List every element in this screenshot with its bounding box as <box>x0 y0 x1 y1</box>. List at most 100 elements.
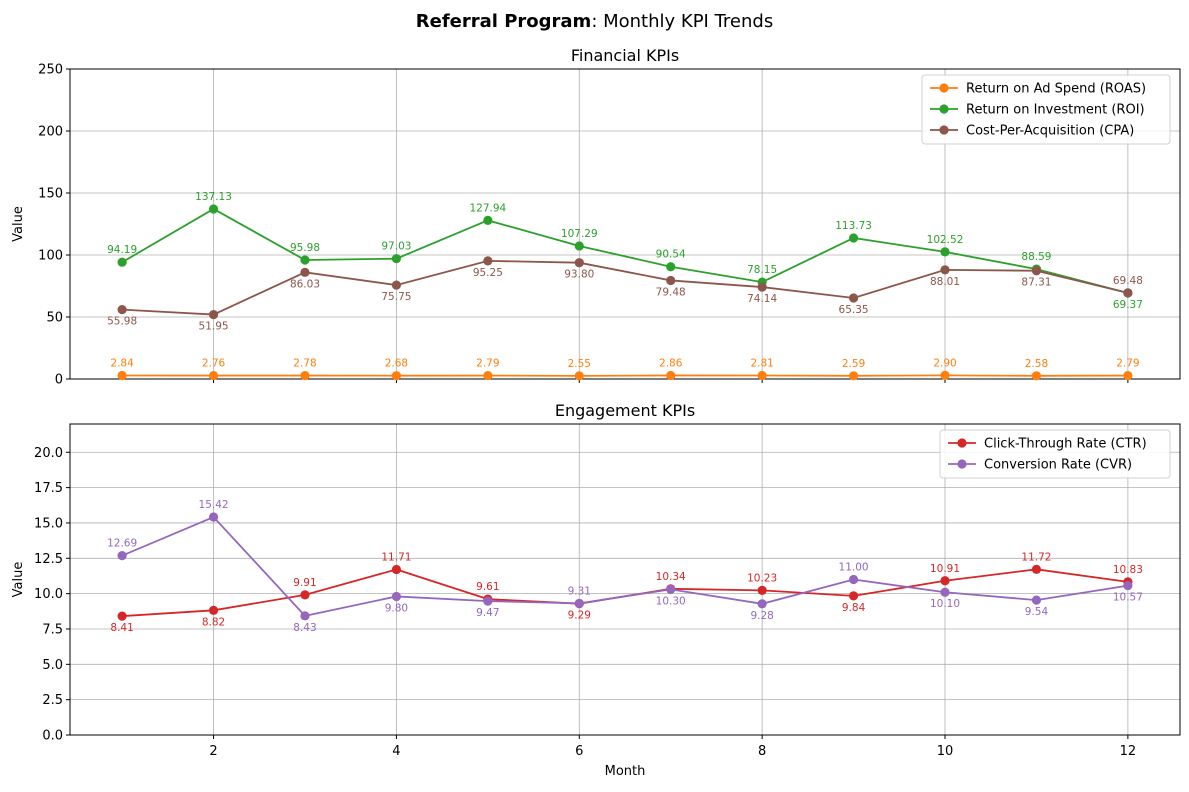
data-point <box>483 216 492 225</box>
x-tick-label: 6 <box>575 744 583 759</box>
data-label: 10.10 <box>930 598 960 610</box>
y-tick-label: 7.5 <box>42 622 63 637</box>
legend-label: Cost-Per-Acquisition (CPA) <box>966 124 1134 139</box>
data-label: 78.15 <box>747 264 777 276</box>
data-point <box>118 258 127 267</box>
panel-title: Engagement KPIs <box>555 401 695 420</box>
y-tick-label: 2.5 <box>42 693 63 708</box>
data-point <box>575 241 584 250</box>
series-line <box>122 569 1128 616</box>
data-point <box>666 371 675 380</box>
data-label: 9.31 <box>568 585 591 597</box>
x-tick-label: 4 <box>392 744 400 759</box>
data-label: 69.48 <box>1113 275 1143 287</box>
data-label: 93.80 <box>564 269 594 281</box>
figure-title-rest: : Monthly KPI Trends <box>591 11 773 32</box>
y-tick-label: 17.5 <box>34 481 63 496</box>
data-point <box>118 371 127 380</box>
data-point <box>209 310 218 319</box>
y-tick-label: 20.0 <box>34 446 63 461</box>
data-point <box>849 575 858 584</box>
data-point <box>666 585 675 594</box>
legend: Return on Ad Spend (ROAS)Return on Inves… <box>922 75 1170 144</box>
y-tick-label: 15.0 <box>34 516 63 531</box>
data-label: 9.29 <box>568 610 591 622</box>
y-tick-label: 250 <box>38 63 63 78</box>
data-label: 95.98 <box>290 242 320 254</box>
data-label: 10.23 <box>747 572 777 584</box>
data-point <box>392 592 401 601</box>
data-point <box>300 371 309 380</box>
series-line <box>122 209 1128 293</box>
figure-title-bold: Referral Program <box>416 11 592 32</box>
data-label: 113.73 <box>835 220 872 232</box>
x-tick-label: 2 <box>209 744 217 759</box>
data-label: 11.71 <box>381 551 411 563</box>
data-label: 88.01 <box>930 276 960 288</box>
data-point <box>758 371 767 380</box>
data-point <box>392 371 401 380</box>
data-label: 88.59 <box>1021 251 1051 263</box>
data-point <box>209 606 218 615</box>
data-label: 9.47 <box>476 607 499 619</box>
data-label: 9.80 <box>385 602 408 614</box>
data-label: 9.54 <box>1025 606 1049 618</box>
y-tick-label: 100 <box>38 249 63 264</box>
y-axis-label: Value <box>11 206 26 242</box>
data-point <box>209 371 218 380</box>
data-point <box>758 282 767 291</box>
data-point <box>940 588 949 597</box>
data-point <box>940 371 949 380</box>
data-point <box>300 611 309 620</box>
data-point <box>849 293 858 302</box>
legend-label: Return on Investment (ROI) <box>966 103 1145 118</box>
data-point <box>758 586 767 595</box>
data-label: 10.83 <box>1113 564 1143 576</box>
data-label: 97.03 <box>381 241 411 253</box>
series-line <box>122 261 1128 315</box>
figure-title: Referral Program: Monthly KPI Trends <box>416 11 773 32</box>
y-tick-label: 200 <box>38 125 63 140</box>
data-point <box>940 265 949 274</box>
data-label: 2.78 <box>293 358 316 370</box>
data-label: 2.79 <box>1116 358 1139 370</box>
legend-label: Conversion Rate (CVR) <box>984 458 1132 473</box>
data-point <box>392 565 401 574</box>
legend-marker <box>939 125 948 134</box>
data-label: 107.29 <box>561 228 598 240</box>
data-label: 2.58 <box>1025 358 1048 370</box>
data-label: 2.81 <box>750 358 773 370</box>
data-point <box>575 258 584 267</box>
data-point <box>300 268 309 277</box>
x-tick-label: 12 <box>1120 744 1137 759</box>
data-label: 12.69 <box>107 538 137 550</box>
data-label: 11.72 <box>1021 551 1051 563</box>
data-label: 94.19 <box>107 244 137 256</box>
data-label: 2.68 <box>385 358 408 370</box>
data-label: 86.03 <box>290 278 320 290</box>
x-tick-label: 10 <box>937 744 954 759</box>
data-label: 65.35 <box>839 304 869 316</box>
legend-label: Click-Through Rate (CTR) <box>984 437 1147 452</box>
data-point <box>940 576 949 585</box>
y-tick-label: 50 <box>46 311 63 326</box>
y-tick-label: 150 <box>38 187 63 202</box>
data-label: 15.42 <box>199 499 229 511</box>
data-label: 10.91 <box>930 563 960 575</box>
data-label: 9.28 <box>750 610 773 622</box>
data-label: 127.94 <box>469 202 506 214</box>
data-point <box>118 551 127 560</box>
legend-marker <box>957 438 966 447</box>
data-label: 2.76 <box>202 358 226 370</box>
data-label: 87.31 <box>1021 277 1051 289</box>
legend-marker <box>939 83 948 92</box>
y-tick-label: 10.0 <box>34 587 63 602</box>
data-label: 2.79 <box>476 358 499 370</box>
data-label: 74.14 <box>747 293 777 305</box>
